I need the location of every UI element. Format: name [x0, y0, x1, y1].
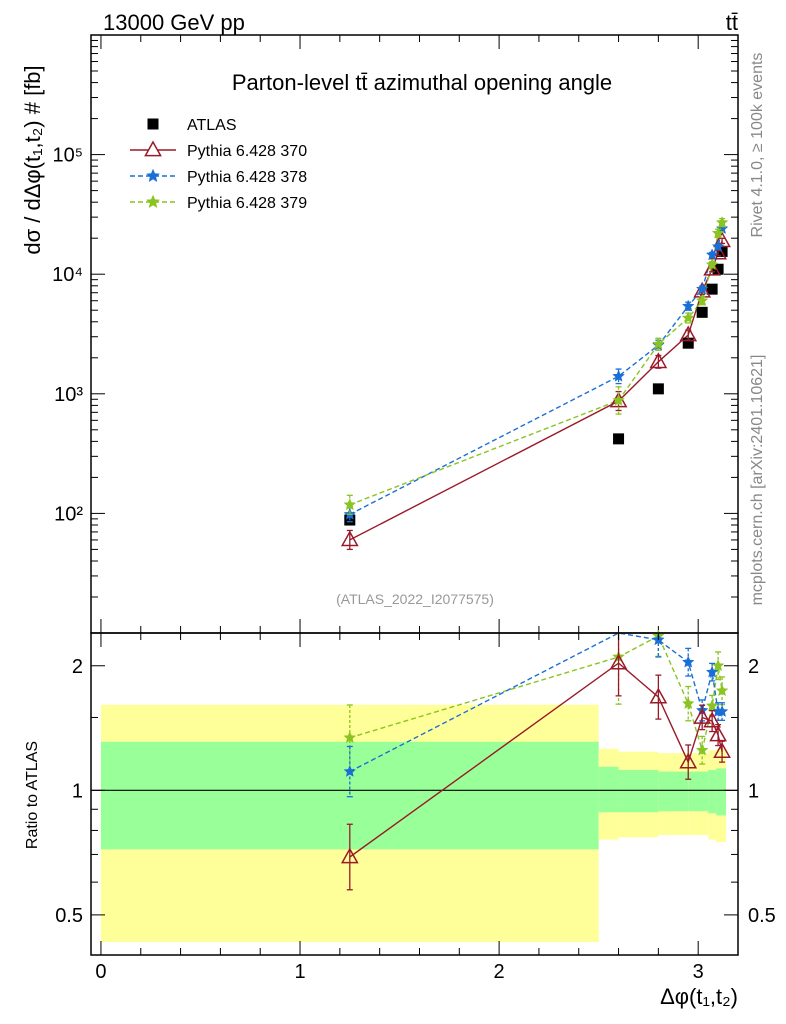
legend-label-p378: Pythia 6.428 378	[187, 169, 307, 186]
analysis-id: (ATLAS_2022_I2077575)	[336, 591, 494, 607]
main-point-p379	[695, 294, 709, 307]
ratio-point-p379	[343, 731, 357, 744]
ratio-point-p370	[340, 847, 359, 864]
ratio-xtick-label: 0	[95, 961, 106, 983]
rivet-label: Rivet 4.1.0, ≥ 100k events	[749, 53, 766, 238]
main-point-atlas	[712, 263, 724, 275]
main-point-p370	[703, 259, 721, 276]
legend: ATLAS Pythia 6.428 370 Pythia 6.428 378 Pyt…	[130, 117, 307, 212]
ratio-point-p370	[693, 707, 712, 724]
main-point-p370	[679, 325, 698, 342]
main-point-atlas	[696, 306, 708, 318]
main-point-p379	[705, 258, 719, 271]
main-point-p378	[711, 239, 725, 253]
ratio-point-p379	[705, 699, 719, 712]
plot-title: Parton-level tt̄ azimuthal opening angle	[232, 70, 612, 95]
x-axis-label: Δφ(t₁,t₂)	[660, 984, 738, 1009]
main-point-p378	[681, 299, 695, 312]
main-point-atlas	[613, 433, 625, 445]
ratio-ytick-label-left: 2	[72, 656, 83, 678]
ratio-point-p370	[713, 742, 731, 759]
ratio-ytick-label-right: 0.5	[748, 905, 776, 927]
ratio-panel: 0.5 0.5 1 1 2 2 0 1 2 3 Ratio to ATLAS Δφ(t₁,t₂)	[24, 629, 776, 1009]
ratio-band-green	[618, 769, 659, 813]
main-point-atlas	[682, 337, 694, 349]
ratio-xtick-label: 1	[294, 961, 305, 983]
ratio-point-p370	[703, 711, 721, 728]
main-point-p378	[695, 282, 709, 295]
legend-marker-atlas	[147, 118, 159, 130]
main-point-p370	[340, 530, 359, 547]
energy-label: 13000 GeV pp	[103, 10, 245, 35]
main-ytick-label: 10⁵	[52, 145, 83, 167]
ratio-point-p378	[343, 764, 357, 777]
main-line-p370	[349, 240, 723, 541]
main-ytick-label: 10³	[54, 384, 83, 406]
main-point-p379	[343, 498, 357, 511]
legend-marker-p370	[144, 140, 162, 157]
ratio-ytick-label-right: 1	[748, 780, 759, 802]
main-point-p378	[705, 248, 719, 261]
ratio-band-green	[598, 766, 619, 813]
legend-label-p379: Pythia 6.428 379	[187, 195, 307, 212]
ratio-point-p370	[709, 725, 727, 742]
legend-label-atlas: ATLAS	[187, 117, 237, 134]
ratio-point-p379	[715, 684, 729, 697]
mcplots-label: mcplots.cern.ch [arXiv:2401.10621]	[749, 355, 766, 606]
main-point-p379	[715, 215, 729, 229]
ratio-y-label: Ratio to ATLAS	[24, 741, 41, 849]
main-ytick-label: 10²	[54, 503, 83, 525]
ratio-band-green	[708, 769, 717, 814]
main-point-p378	[612, 369, 625, 382]
ratio-point-p379	[695, 743, 709, 756]
ratio-ytick-label-right: 2	[748, 656, 759, 678]
ratio-point-p378	[681, 655, 695, 668]
main-point-p379	[681, 311, 695, 324]
main-point-p370	[649, 352, 668, 369]
ratio-point-p370	[649, 687, 668, 704]
ratio-frame	[90, 632, 739, 956]
main-panel: 10² 10³ 10⁴ 10⁵ Parton-level tt̄ azimuthal …	[20, 34, 739, 634]
ratio-line-p379	[349, 635, 723, 753]
main-ytick-label: 10⁴	[52, 264, 83, 286]
ratio-point-p378	[705, 665, 719, 678]
main-point-atlas	[652, 383, 664, 395]
ratio-point-p378	[715, 704, 729, 717]
legend-marker-p379	[146, 194, 160, 208]
legend-label-p370: Pythia 6.428 370	[187, 143, 307, 160]
ratio-ytick-label-left: 1	[72, 780, 83, 802]
ratio-band-green	[716, 768, 727, 816]
ratio-point-p379	[681, 696, 695, 710]
ratio-point-p370	[679, 752, 698, 769]
main-line-p379	[349, 222, 723, 506]
process-label: tt̄	[726, 10, 738, 35]
ratio-band-green	[658, 771, 689, 812]
main-point-p379	[652, 337, 665, 350]
ratio-band-green	[688, 771, 709, 812]
main-point-p379	[612, 393, 625, 406]
ratio-xtick-label: 3	[693, 961, 704, 983]
main-line-p378	[349, 228, 723, 516]
main-point-p379	[711, 226, 725, 239]
main-y-label: dσ / dΔφ(t₁,t₂) # [fb]	[20, 65, 45, 254]
ratio-xtick-label: 2	[494, 961, 505, 983]
main-point-atlas	[706, 283, 718, 295]
ratio-ytick-label-left: 0.5	[55, 905, 83, 927]
ratio-point-p370	[609, 653, 628, 670]
legend-marker-p378	[146, 168, 160, 182]
